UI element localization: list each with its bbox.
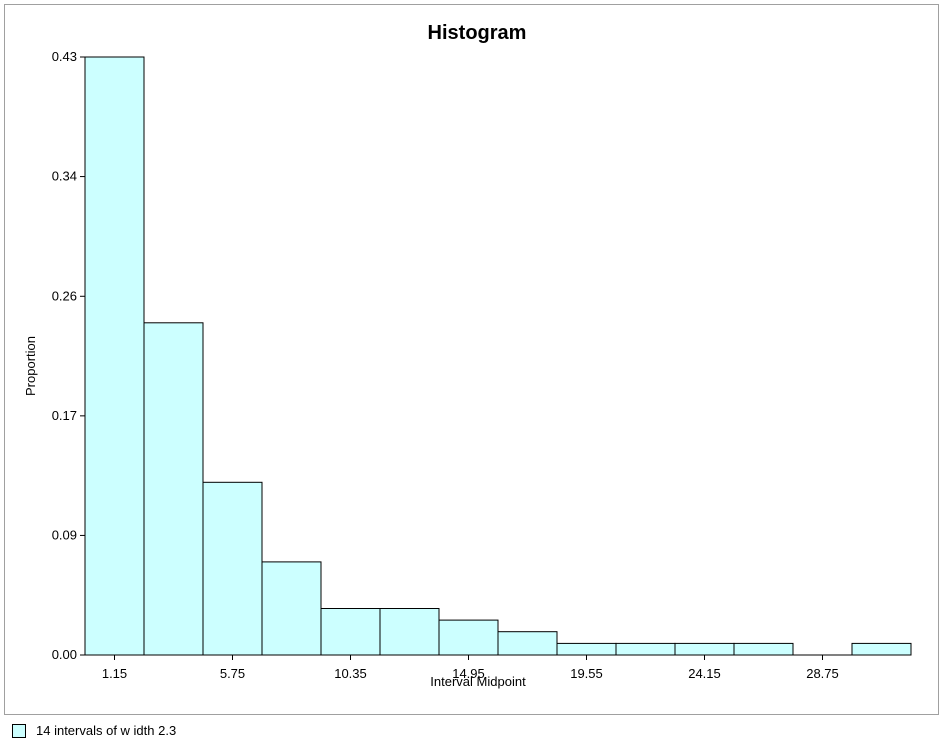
y-tick-label: 0.09 <box>52 527 77 542</box>
legend-label: 14 intervals of w idth 2.3 <box>36 723 177 738</box>
x-axis: 1.15 5.75 10.35 14.95 19.55 24.15 28.75 <box>85 654 911 681</box>
x-tick-label: 1.15 <box>102 666 127 681</box>
chart-title: Histogram <box>428 22 527 44</box>
x-axis-title: Interval Midpoint <box>430 674 526 689</box>
x-tick-label: 14.95 <box>452 666 485 681</box>
histogram-bar <box>497 631 558 656</box>
y-axis: 0.00 0.09 0.17 0.26 0.34 0.43 <box>52 49 86 662</box>
bars-group <box>84 56 912 656</box>
legend-swatch <box>12 724 26 738</box>
histogram-bar <box>556 642 617 656</box>
histogram-bar <box>438 619 499 656</box>
histogram-bar <box>202 481 263 656</box>
chart-frame: Histogram 0.00 0.09 0.17 0.26 0.34 0.43 1.15 5… <box>4 4 939 715</box>
y-tick-label: 0.34 <box>52 169 77 184</box>
histogram-bar <box>615 642 676 656</box>
y-tick-label: 0.00 <box>52 647 77 662</box>
x-tick-label: 5.75 <box>220 666 245 681</box>
histogram-chart: Histogram 0.00 0.09 0.17 0.26 0.34 0.43 1.15 5… <box>23 22 912 689</box>
y-tick-label: 0.26 <box>52 288 77 303</box>
histogram-bar <box>851 642 912 656</box>
histogram-bar <box>674 642 735 656</box>
x-tick-label: 10.35 <box>334 666 367 681</box>
histogram-bar <box>379 608 440 656</box>
y-axis-title: Proportion <box>23 336 38 396</box>
x-tick-label: 28.75 <box>806 666 839 681</box>
y-tick-label: 0.43 <box>52 49 77 64</box>
x-tick-label: 24.15 <box>688 666 721 681</box>
histogram-bar <box>143 322 204 656</box>
histogram-bar <box>84 56 145 656</box>
histogram-bar <box>320 608 381 656</box>
histogram-bar <box>733 642 794 656</box>
legend: 14 intervals of w idth 2.3 <box>4 720 939 742</box>
histogram-bar <box>261 561 322 656</box>
x-tick-label: 19.55 <box>570 666 603 681</box>
y-tick-label: 0.17 <box>52 408 77 423</box>
